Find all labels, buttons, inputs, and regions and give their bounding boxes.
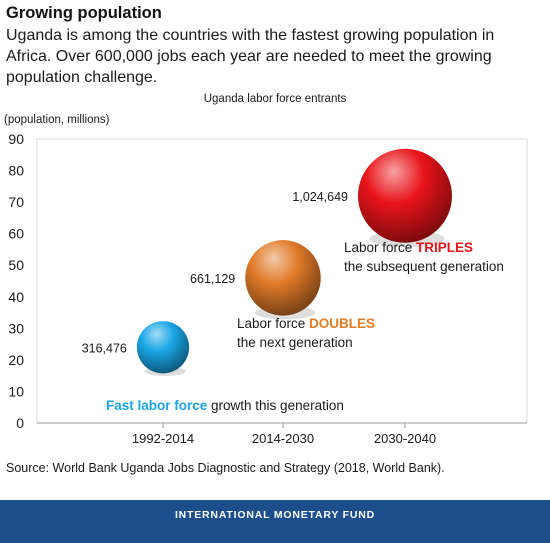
x-tick-label: 2014-2030 xyxy=(252,431,314,446)
x-tick-label: 2030-2040 xyxy=(374,431,436,446)
bubble-value-label: 661,129 xyxy=(190,272,235,286)
y-tick-label: 80 xyxy=(8,163,24,179)
bubble-2030-2040 xyxy=(358,148,452,243)
y-tick-label: 40 xyxy=(8,289,24,305)
y-tick-label: 30 xyxy=(8,320,24,336)
x-tick-label: 1992-2014 xyxy=(132,431,194,446)
annotation-subsequent-generation-line2: the subsequent generation xyxy=(344,259,504,274)
source-note: Source: World Bank Uganda Jobs Diagnosti… xyxy=(6,461,445,475)
chart-title: Uganda labor force entrants xyxy=(203,93,347,105)
annotation-subsequent-generation: Labor force TRIPLES xyxy=(344,240,473,255)
y-tick-label: 60 xyxy=(8,226,24,242)
bubble-annotations: 316,476 661,129 1,024,649 Fast labor force … xyxy=(82,190,504,413)
bubbles xyxy=(136,148,452,376)
y-tick-label: 20 xyxy=(8,352,24,368)
y-tick-label: 50 xyxy=(8,257,24,273)
bubble-value-label: 1,024,649 xyxy=(292,190,348,204)
annotation-next-generation: Labor force DOUBLES xyxy=(237,316,375,331)
headline: Growing population xyxy=(6,4,162,22)
y-axis-label: (population, millions) xyxy=(4,114,110,126)
y-tick-label: 90 xyxy=(8,131,24,147)
bubble-2014-2030 xyxy=(245,240,321,316)
subheadline: Uganda is among the countries with the f… xyxy=(6,27,495,86)
footer-band xyxy=(0,500,550,543)
x-tick-labels: 1992-2014 2014-2030 2030-2040 xyxy=(132,423,436,446)
annotation-next-generation-line2: the next generation xyxy=(237,335,353,350)
y-tick-labels: 0 10 20 30 40 50 60 70 80 90 xyxy=(8,131,24,431)
bubble-chart: 0 10 20 30 40 50 60 70 80 90 1992-2014 2014-2030 20… xyxy=(8,131,528,446)
annotation-first-generation: Fast labor force growth this generation xyxy=(106,398,344,413)
bubble-1992-2014 xyxy=(136,321,190,374)
y-tick-label: 0 xyxy=(16,415,24,431)
y-tick-label: 70 xyxy=(8,194,24,210)
y-tick-label: 10 xyxy=(8,383,24,399)
bubble-value-label: 316,476 xyxy=(82,341,127,355)
footer-label: INTERNATIONAL MONETARY FUND xyxy=(174,509,376,521)
